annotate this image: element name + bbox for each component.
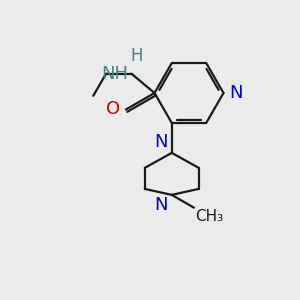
Text: N: N (229, 84, 242, 102)
Text: CH₃: CH₃ (195, 209, 224, 224)
Text: H: H (131, 47, 143, 65)
Text: N: N (155, 196, 168, 214)
Text: O: O (106, 100, 121, 118)
Text: NH: NH (101, 65, 128, 83)
Text: N: N (155, 134, 168, 152)
